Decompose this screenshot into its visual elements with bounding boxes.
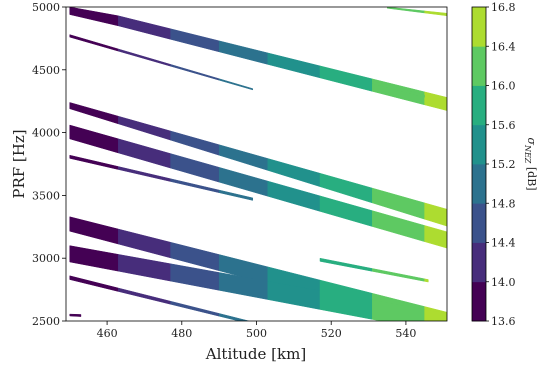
- band-8-segment-6: [372, 299, 425, 321]
- band-7-segment-0: [69, 216, 119, 245]
- y-axis: 2500 3000 3500 4000 4500 5000: [32, 1, 66, 328]
- colorbar-swatch: [472, 242, 486, 283]
- band-5-segment-4: [267, 180, 321, 212]
- colorbar-tick-label: 16.0: [491, 80, 516, 93]
- band-2-segment-2: [170, 64, 220, 81]
- colorbar-tick-label: 14.4: [491, 237, 516, 250]
- colorbar-swatch: [472, 85, 486, 126]
- band-10-segment-2: [170, 300, 220, 317]
- y-tick-label: 3500: [32, 189, 60, 202]
- band-0-segment-0: [69, 7, 119, 27]
- band-8-segment-0: [69, 245, 119, 272]
- colorbar-swatch: [472, 46, 486, 86]
- band-8-segment-1: [118, 254, 171, 282]
- x-tick-label: 520: [321, 327, 342, 340]
- x-tick-label: 460: [97, 327, 118, 340]
- band-10-segment-1: [118, 287, 171, 305]
- band-12-segment-7: [424, 10, 447, 17]
- band-10-segment-3: [218, 313, 250, 321]
- y-tick-label: 4500: [32, 64, 60, 77]
- x-tick-label: 540: [395, 327, 416, 340]
- band-1-segment-4: [267, 52, 321, 79]
- band-5-segment-1: [118, 138, 171, 169]
- x-axis: 460 480 500 520 540: [97, 321, 416, 340]
- y-tick-label: 3000: [32, 252, 60, 265]
- colorbar-tick-label: 16.8: [491, 1, 516, 14]
- band-1-segment-6: [372, 78, 425, 106]
- colorbar-swatch: [472, 281, 486, 322]
- colorbar-tick-label: 13.6: [491, 315, 516, 328]
- y-tick-label: 4000: [32, 127, 60, 140]
- colorbar-label: σNEZ [dB]: [523, 137, 538, 190]
- band-5-segment-2: [170, 153, 220, 183]
- band-2-segment-3: [218, 78, 254, 91]
- band-5-segment-7: [424, 225, 447, 249]
- band-9-segment-6: [372, 268, 425, 282]
- colorbar: 13.6 14.0 14.4 14.8 15.2 15.6 16.0 16.4 16.8: [471, 1, 516, 328]
- band-11-segment-0: [69, 313, 82, 317]
- data-bands: [69, 7, 447, 321]
- band-7-segment-1: [118, 228, 171, 259]
- band-6-segment-0: [69, 154, 119, 170]
- y-tick-label: 5000: [32, 1, 60, 14]
- band-9-segment-5: [319, 257, 373, 272]
- band-6-segment-2: [170, 178, 220, 194]
- colorbar-swatch: [472, 7, 486, 47]
- x-tick-label: 480: [171, 327, 192, 340]
- y-axis-label: PRF [Hz]: [10, 129, 28, 198]
- colorbar-tick-label: 14.8: [491, 197, 516, 210]
- colorbar-swatch: [472, 203, 486, 243]
- band-1-segment-3: [218, 40, 268, 65]
- band-1-segment-1: [118, 15, 171, 40]
- colorbar-tick-label: 14.0: [491, 276, 516, 289]
- colorbar-tick-label: 15.6: [491, 119, 516, 132]
- band-4-segment-4: [267, 158, 321, 187]
- band-4-segment-2: [170, 130, 220, 156]
- x-tick-label: 500: [246, 327, 267, 340]
- band-6-segment-1: [118, 166, 171, 182]
- band-3-segment-6: [372, 80, 425, 98]
- colorbar-tick-label: 16.4: [491, 40, 516, 53]
- band-6-segment-3: [218, 189, 254, 201]
- band-4-segment-7: [424, 202, 447, 227]
- colorbar-tick-label: 15.2: [491, 158, 516, 171]
- colorbar-swatch: [472, 164, 486, 204]
- band-8-segment-7: [424, 309, 447, 321]
- band-5-segment-0: [69, 124, 119, 154]
- y-tick-label: 2500: [32, 315, 60, 328]
- band-1-segment-7: [424, 91, 447, 111]
- band-2-segment-0: [69, 34, 119, 52]
- colorbar-swatch: [472, 124, 486, 165]
- x-axis-label: Altitude [km]: [205, 345, 306, 363]
- band-4-segment-3: [218, 144, 268, 171]
- band-4-segment-0: [69, 102, 119, 125]
- band-10-segment-0: [69, 275, 119, 292]
- band-2-segment-1: [118, 48, 171, 67]
- band-9-segment-7: [424, 278, 429, 283]
- band-1-segment-2: [170, 28, 220, 53]
- band-4-segment-1: [118, 115, 171, 141]
- band-12-segment-6: [386, 7, 425, 14]
